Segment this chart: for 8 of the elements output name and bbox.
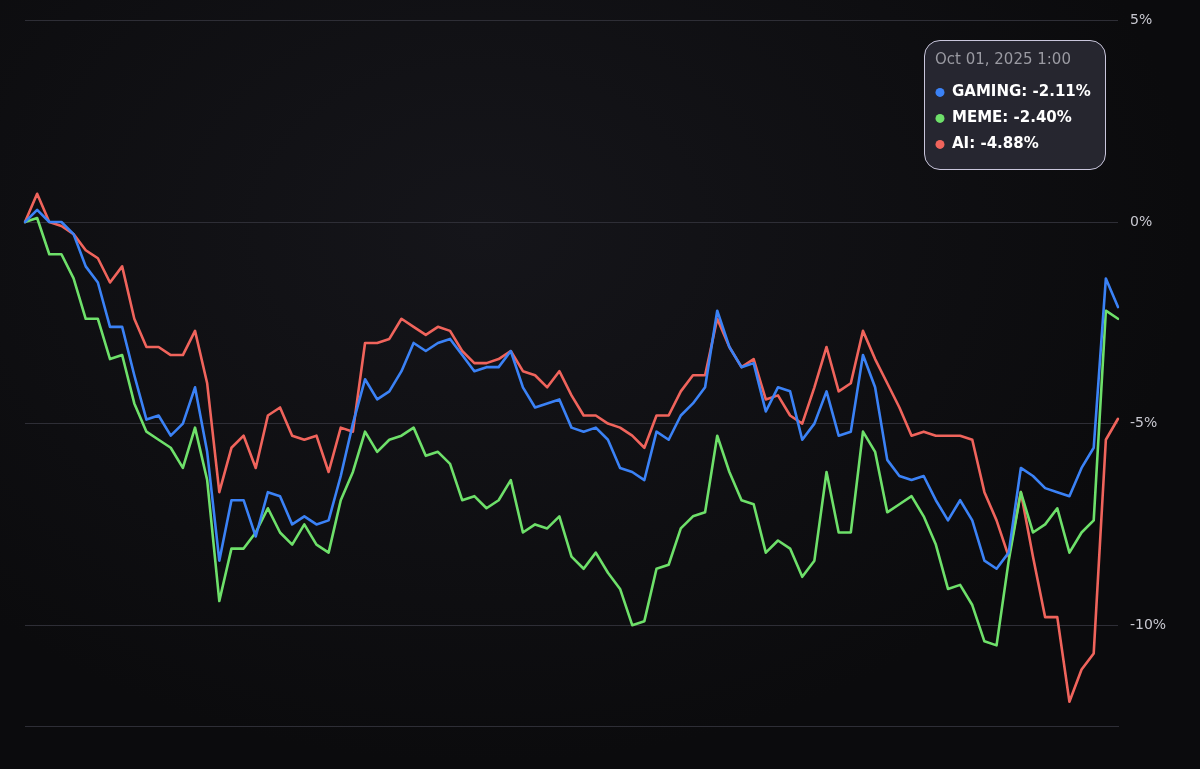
y-tick-label: 0% — [1130, 212, 1153, 229]
y-tick-label: 5% — [1130, 11, 1153, 28]
y-tick-label: -10% — [1130, 615, 1167, 632]
legend-label: GAMING: -2.11% — [952, 82, 1091, 101]
legend-label: MEME: -2.40% — [952, 108, 1072, 127]
y-tick-label: -5% — [1130, 414, 1158, 431]
legend-label: AI: -4.88% — [952, 134, 1039, 153]
legend-title: Oct 01, 2025 1:00 — [935, 50, 1071, 69]
